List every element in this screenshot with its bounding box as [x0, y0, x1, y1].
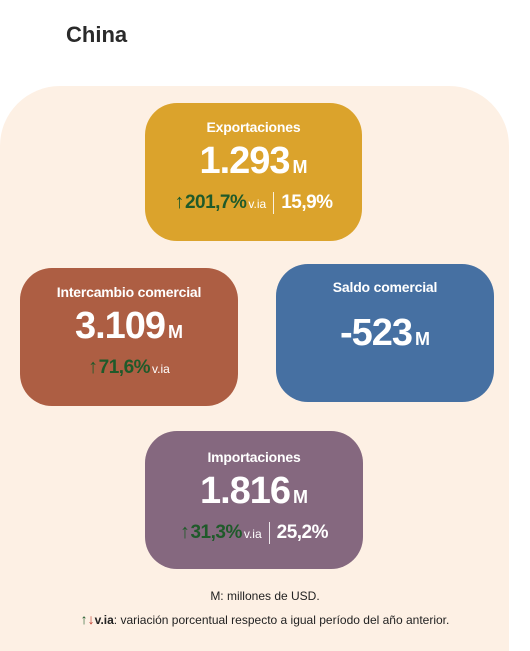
importaciones-stats: ↑ 31,3% v.ia 25,2%: [145, 521, 363, 544]
exportaciones-label: Exportaciones: [206, 119, 301, 135]
intercambio-label: Intercambio comercial: [56, 284, 202, 300]
via-note: ↑↓v.ia: variación porcentual respecto a …: [0, 611, 530, 627]
exportaciones-change: 201,7%: [184, 192, 247, 213]
importaciones-share: 25,2%: [276, 522, 329, 543]
exportaciones-amount: 1.293: [199, 140, 290, 182]
divider: [268, 521, 270, 544]
intercambio-amount: 3.109: [74, 305, 166, 347]
divider: [273, 191, 275, 214]
importaciones-card: Importaciones 1.816 M ↑ 31,3% v.ia 25,2%: [145, 431, 363, 569]
saldo-label: Saldo comercial: [332, 279, 438, 295]
via-label: v.ia: [94, 613, 114, 627]
importaciones-label: Importaciones: [207, 449, 301, 465]
units-note: M: millones de USD.: [210, 589, 320, 603]
exportaciones-unit: M: [292, 157, 308, 177]
exportaciones-via: v.ia: [248, 197, 267, 211]
arrow-up-icon: ↑: [80, 611, 88, 627]
intercambio-unit: M: [168, 322, 184, 342]
importaciones-unit: M: [293, 487, 309, 507]
arrow-up-icon: ↑: [88, 356, 98, 378]
saldo-card: Saldo comercial -523 M: [276, 264, 494, 402]
via-description: : variación porcentual respecto a igual …: [113, 613, 450, 627]
exportaciones-stats: ↑ 201,7% v.ia 15,9%: [145, 191, 362, 214]
importaciones-amount: 1.816: [199, 470, 291, 512]
intercambio-via: v.ia: [152, 362, 170, 376]
intercambio-card: Intercambio comercial 3.109 M ↑ 71,6% v.i…: [20, 268, 238, 406]
importaciones-change: 31,3%: [190, 522, 242, 543]
importaciones-via: v.ia: [243, 527, 262, 541]
intercambio-change: 71,6%: [98, 357, 151, 378]
saldo-value: -523 M: [276, 313, 494, 359]
exportaciones-value: 1.293 M: [145, 141, 362, 187]
intercambio-stats: ↑ 71,6% v.ia: [20, 356, 238, 379]
saldo-unit: M: [415, 329, 431, 349]
saldo-amount: -523: [339, 312, 413, 354]
intercambio-value: 3.109 M: [20, 306, 238, 352]
arrow-up-icon: ↑: [174, 191, 184, 213]
exportaciones-card: Exportaciones 1.293 M ↑ 201,7% v.ia 15,9%: [145, 103, 362, 241]
exportaciones-share: 15,9%: [281, 192, 333, 213]
arrow-down-icon: ↓: [87, 611, 95, 627]
page-title: China: [66, 22, 128, 47]
arrow-up-icon: ↑: [179, 521, 190, 543]
importaciones-value: 1.816 M: [145, 471, 363, 517]
